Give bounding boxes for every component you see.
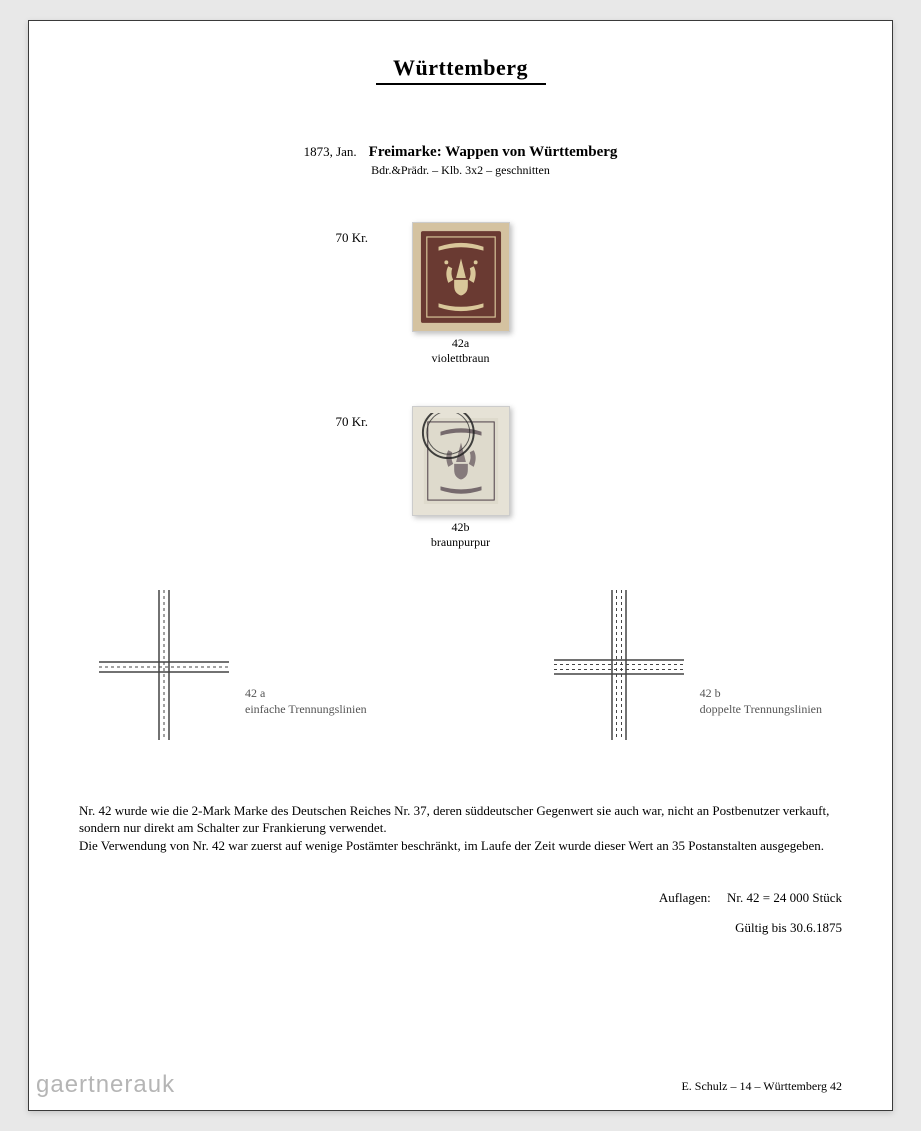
stamp-image-42b [412, 406, 510, 516]
diagram-label: 42 b doppelte Trennungslinien [700, 686, 822, 739]
page-title: Württemberg [79, 55, 842, 81]
stamp-denomination: 70 Kr. [336, 414, 369, 430]
separator-cross-single-icon [99, 590, 229, 740]
stamp-block: 42b braunpurpur [412, 406, 510, 550]
stamp-block: 42a violettbraun [412, 222, 510, 366]
stamp-caption: 42a violettbraun [432, 336, 490, 366]
stamp-denomination: 70 Kr. [336, 230, 369, 246]
issue-date: 1873, Jan. [304, 144, 357, 159]
notes-para2: Die Verwendung von Nr. 42 war zuerst auf… [79, 837, 842, 855]
stamp-row: 70 Kr. [79, 222, 842, 366]
stamp-color-name: braunpurpur [431, 535, 490, 550]
edition-line: Auflagen: Nr. 42 = 24 000 Stück [79, 890, 842, 906]
watermark: gaertnerauk [36, 1071, 175, 1099]
stamp-row: 70 Kr. [79, 406, 842, 550]
diagram-left: 42 a einfache Trennungslinien [99, 590, 367, 740]
meta-block: Auflagen: Nr. 42 = 24 000 Stück Gültig b… [79, 890, 842, 936]
stamp-catalog-no: 42b [431, 520, 490, 535]
title-underline [376, 83, 546, 85]
stamp-catalog-no: 42a [432, 336, 490, 351]
edition-label: Auflagen: [659, 890, 711, 905]
stamp-color-name: violettbraun [432, 351, 490, 366]
subtitle-line1: 1873, Jan. Freimarke: Wappen von Württem… [79, 143, 842, 161]
diagram-right: 42 b doppelte Trennungslinien [554, 590, 822, 740]
diagrams-row: 42 a einfache Trennungslinien 42 b doppe… [79, 590, 842, 740]
coat-of-arms-icon [419, 413, 503, 509]
edition-value: Nr. 42 = 24 000 Stück [727, 890, 842, 905]
diagram-id: 42 a [245, 686, 367, 702]
notes-para1: Nr. 42 wurde wie die 2-Mark Marke des De… [79, 802, 842, 837]
diagram-caption: einfache Trennungslinien [245, 702, 367, 718]
validity-line: Gültig bis 30.6.1875 [79, 920, 842, 936]
title-block: Württemberg [79, 55, 842, 85]
subtitle-block: 1873, Jan. Freimarke: Wappen von Württem… [79, 143, 842, 178]
stamp-caption: 42b braunpurpur [431, 520, 490, 550]
coat-of-arms-icon [419, 229, 503, 325]
album-page: Württemberg 1873, Jan. Freimarke: Wappen… [28, 20, 893, 1111]
issue-subtitle: Bdr.&Prädr. – Klb. 3x2 – geschnitten [79, 163, 842, 178]
issue-title: Freimarke: Wappen von Württemberg [369, 144, 618, 160]
separator-cross-double-icon [554, 590, 684, 740]
stamp-image-42a [412, 222, 510, 332]
page-footer: E. Schulz – 14 – Württemberg 42 [681, 1079, 842, 1094]
notes-block: Nr. 42 wurde wie die 2-Mark Marke des De… [79, 802, 842, 855]
stamps-container: 70 Kr. [79, 222, 842, 550]
diagram-caption: doppelte Trennungslinien [700, 702, 822, 718]
diagram-label: 42 a einfache Trennungslinien [245, 686, 367, 739]
diagram-id: 42 b [700, 686, 822, 702]
